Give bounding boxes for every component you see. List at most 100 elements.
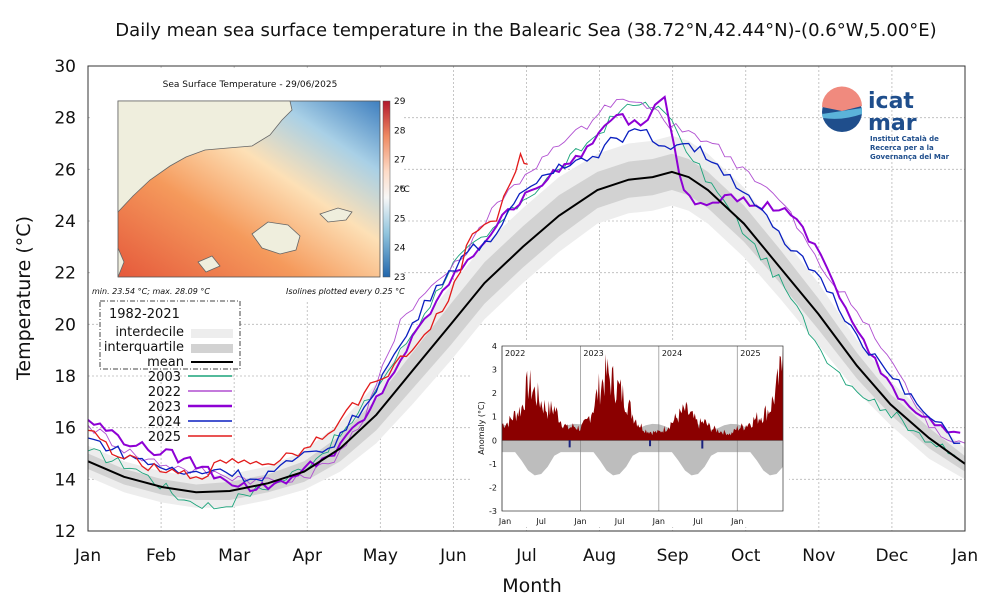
colorbar-tick-label: 26 xyxy=(394,185,406,195)
x-axis-label: Month xyxy=(502,575,562,597)
x-tick-label: Nov xyxy=(802,546,835,566)
colorbar-ticks: 29 28 27 26 25 24 23 xyxy=(394,97,406,283)
anomaly-y-tick: -1 xyxy=(489,460,497,469)
anomaly-y-tick: 3 xyxy=(492,366,497,375)
map-land-southwest xyxy=(117,247,125,278)
legend-interquartile-swatch xyxy=(191,344,233,353)
colorbar-unit: °C xyxy=(399,185,410,195)
chart-title: Daily mean sea surface temperature in th… xyxy=(115,20,937,41)
y-tick-label: 20 xyxy=(54,315,76,335)
y-tick-label: 16 xyxy=(54,419,76,439)
climatology-bands xyxy=(88,135,965,508)
inset-map: Sea Surface Temperature - 29/06/2025 292… xyxy=(90,70,410,300)
anomaly-negative-mark xyxy=(568,440,571,448)
anomaly-x-tick: Jan xyxy=(498,517,511,526)
map-island-menorca xyxy=(319,207,353,223)
anomaly-x-tick: Jan xyxy=(652,517,665,526)
y-tick-label: 24 xyxy=(54,212,76,232)
x-tick-label: Feb xyxy=(146,546,176,566)
x-tick-label: Mar xyxy=(218,546,250,566)
legend-interdecile-swatch xyxy=(191,329,233,338)
y-tick-label: 12 xyxy=(54,522,76,542)
x-tick-label: Oct xyxy=(731,546,761,566)
anomaly-x-tick: Jul xyxy=(692,517,703,526)
anomaly-year-label: 2023 xyxy=(583,349,603,358)
anomaly-x-tick: Jan xyxy=(730,517,743,526)
map-island-mallorca xyxy=(251,221,301,255)
logo-subtitle-1: Institut Català de xyxy=(870,135,939,143)
x-tick-label: Dec xyxy=(875,546,908,566)
map-isoline-note: Isolines plotted every 0.25 °C xyxy=(286,287,405,296)
logo-text-line1: icat xyxy=(868,89,914,114)
logo-band-icon xyxy=(822,108,862,119)
x-tick-label: Jul xyxy=(515,546,537,566)
anomaly-y-tick: 2 xyxy=(492,389,497,398)
legend-label-2022: 2022 xyxy=(148,385,181,400)
colorbar-tick-label: 28 xyxy=(394,126,406,136)
series-line-2024 xyxy=(87,128,961,483)
anomaly-year-label: 2025 xyxy=(740,349,760,358)
colorbar-tick-label: 27 xyxy=(394,156,405,166)
anomaly-y-tick: -3 xyxy=(489,507,497,516)
x-tick-label: Jun xyxy=(439,546,467,566)
x-tick-label: Aug xyxy=(583,546,616,566)
anomaly-year-label: 2022 xyxy=(505,349,525,358)
series-lines xyxy=(87,95,966,510)
anomaly-y-tick: 4 xyxy=(492,342,497,351)
legend: 1982-2021 interdecile interquartile mean… xyxy=(99,300,241,445)
anomaly-y-tick: 1 xyxy=(492,413,497,422)
y-tick-label: 28 xyxy=(54,109,76,129)
colorbar-tick-label: 29 xyxy=(394,97,406,107)
anomaly-frame xyxy=(501,345,784,512)
anomaly-year-label: 2024 xyxy=(662,349,682,358)
inset-map-title: Sea Surface Temperature - 29/06/2025 xyxy=(163,80,338,90)
series-line-2023 xyxy=(87,95,961,493)
anomaly-positive-area xyxy=(502,348,783,441)
anomaly-y-label: Anomaly (°C) xyxy=(477,401,486,454)
anomaly-x-tick: Jul xyxy=(535,517,546,526)
logo-text-line2: mar xyxy=(868,111,917,136)
legend-mean-label: mean xyxy=(147,355,184,370)
y-axis-label: Temperature (°C) xyxy=(13,216,35,381)
anomaly-negative-mark xyxy=(701,440,704,449)
logo-subtitle-3: Governança del Mar xyxy=(870,153,950,161)
y-axis-ticks: 12 14 16 18 20 22 24 26 28 30 xyxy=(54,57,76,542)
anomaly-negative-mark xyxy=(649,440,652,447)
series-line-2022 xyxy=(87,98,966,485)
map-island-ibiza xyxy=(197,255,221,273)
interquartile-band xyxy=(88,153,965,501)
legend-label-2025: 2025 xyxy=(148,430,181,445)
colorbar-tick-label: 23 xyxy=(394,273,405,283)
x-tick-label: Jan xyxy=(74,546,101,566)
mean-line xyxy=(87,170,966,494)
plot-frame xyxy=(87,65,966,532)
y-tick-label: 26 xyxy=(54,160,76,180)
x-axis-ticks: Jan Feb Mar Apr May Jun Jul Aug Sep Oct Nov Dec Jan xyxy=(74,546,978,566)
series-line-2003 xyxy=(87,101,961,510)
colorbar-tick-label: 24 xyxy=(394,244,406,254)
anomaly-x-tick: Jan xyxy=(573,517,586,526)
legend-label-2023: 2023 xyxy=(148,400,181,415)
anomaly-y-tick: 0 xyxy=(492,436,497,445)
legend-interquartile-label: interquartile xyxy=(104,340,184,355)
colorbar-tick-label: 25 xyxy=(394,214,405,224)
logo-subtitle-2: Recerca per a la xyxy=(870,144,934,152)
colorbar xyxy=(382,100,391,278)
logo-wave-icon xyxy=(821,86,862,111)
series-line-2025 xyxy=(87,151,528,480)
anomaly-y-tick: -2 xyxy=(489,483,497,492)
y-tick-label: 30 xyxy=(54,57,76,77)
y-tick-label: 14 xyxy=(54,470,76,490)
legend-title: 1982-2021 xyxy=(109,307,180,322)
anomaly-x-tick: Jul xyxy=(614,517,625,526)
icatmar-logo: icat mar Institut Català de Recerca per … xyxy=(821,86,950,161)
y-tick-label: 18 xyxy=(54,367,76,387)
legend-label-2003: 2003 xyxy=(148,370,181,385)
map-land-north xyxy=(117,100,293,214)
anomaly-marks xyxy=(502,348,783,449)
legend-label-2024: 2024 xyxy=(148,415,181,430)
